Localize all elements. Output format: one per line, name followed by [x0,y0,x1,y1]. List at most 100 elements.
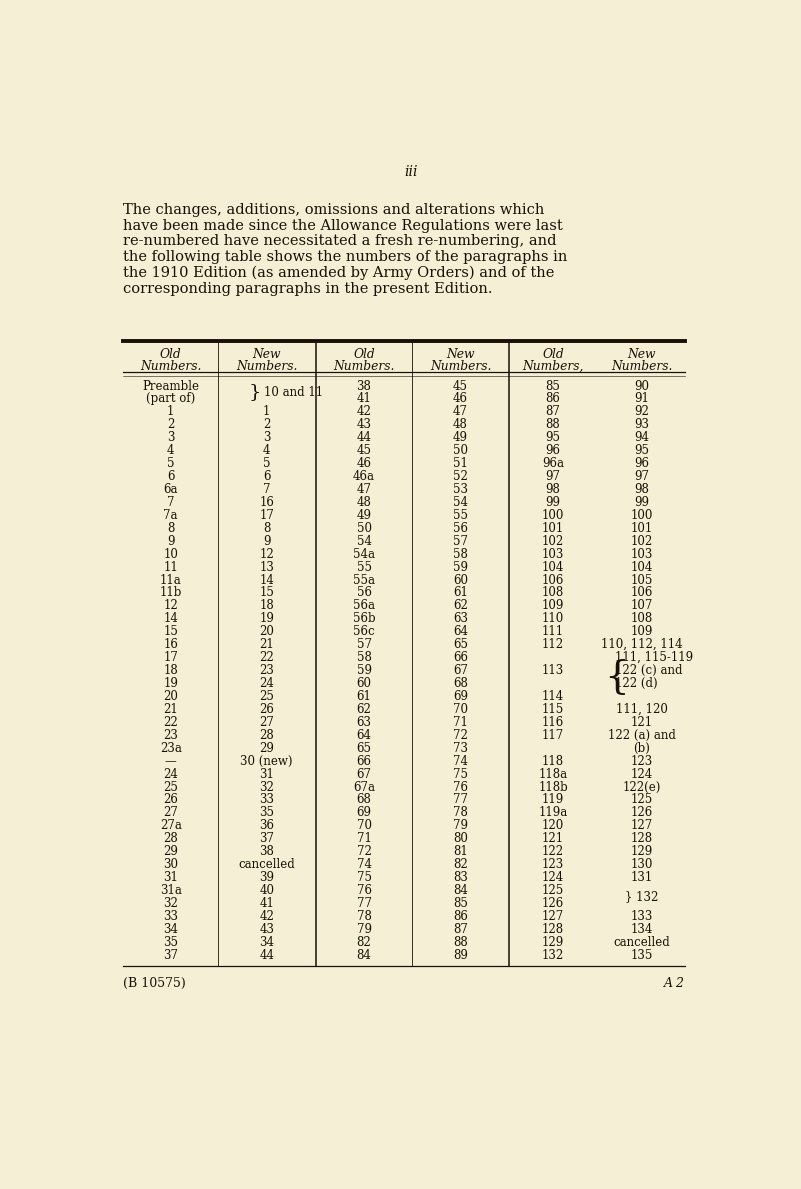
Text: 54a: 54a [353,548,375,561]
Text: 128: 128 [630,832,653,845]
Text: 37: 37 [163,949,178,962]
Text: 111, 115-119: 111, 115-119 [614,652,693,665]
Text: 123: 123 [630,755,653,768]
Text: 25: 25 [163,780,178,793]
Text: 76: 76 [356,883,372,897]
Text: 85: 85 [453,897,468,910]
Text: 122: 122 [542,845,564,858]
Text: 67: 67 [356,768,372,781]
Text: 68: 68 [356,793,372,806]
Text: 8: 8 [167,522,175,535]
Text: 4: 4 [263,445,271,458]
Text: 89: 89 [453,949,468,962]
Text: (b): (b) [633,742,650,755]
Text: 113: 113 [542,665,564,677]
Text: 125: 125 [542,883,564,897]
Text: 55: 55 [356,560,372,573]
Text: 101: 101 [630,522,653,535]
Text: 45: 45 [356,445,372,458]
Text: 22: 22 [260,652,274,665]
Text: 56b: 56b [352,612,376,625]
Text: 63: 63 [453,612,468,625]
Text: 123: 123 [542,858,564,872]
Text: 90: 90 [634,379,649,392]
Text: 28: 28 [163,832,178,845]
Text: 33: 33 [163,910,178,923]
Text: New: New [446,348,475,361]
Text: 70: 70 [453,703,468,716]
Text: 44: 44 [356,432,372,445]
Text: 6a: 6a [163,483,178,496]
Text: 77: 77 [453,793,468,806]
Text: 43: 43 [260,923,274,936]
Text: 74: 74 [356,858,372,872]
Text: 64: 64 [453,625,468,638]
Text: 102: 102 [630,535,653,548]
Text: 24: 24 [163,768,178,781]
Text: 55a: 55a [353,573,375,586]
Text: 29: 29 [260,742,274,755]
Text: 48: 48 [453,419,468,432]
Text: 77: 77 [356,897,372,910]
Text: 132: 132 [542,949,564,962]
Text: 101: 101 [542,522,564,535]
Text: 32: 32 [163,897,178,910]
Text: 42: 42 [260,910,274,923]
Text: 111, 120: 111, 120 [615,703,667,716]
Text: 10 and 11: 10 and 11 [264,386,323,400]
Text: 67a: 67a [353,780,375,793]
Text: 71: 71 [356,832,372,845]
Text: 17: 17 [163,652,178,665]
Text: 25: 25 [260,690,274,703]
Text: 110, 112, 114: 110, 112, 114 [601,638,682,652]
Text: 76: 76 [453,780,468,793]
Text: 116: 116 [542,716,564,729]
Text: 126: 126 [542,897,564,910]
Text: 87: 87 [545,405,561,419]
Text: 56c: 56c [353,625,375,638]
Text: 12: 12 [260,548,274,561]
Text: corresponding paragraphs in the present Edition.: corresponding paragraphs in the present … [123,282,493,296]
Text: 99: 99 [634,496,649,509]
Text: 88: 88 [545,419,561,432]
Text: 130: 130 [630,858,653,872]
Text: 46a: 46a [353,470,375,483]
Text: A 2: A 2 [664,976,685,989]
Text: 35: 35 [163,936,178,949]
Text: 129: 129 [630,845,653,858]
Text: cancelled: cancelled [239,858,295,872]
Text: 26: 26 [260,703,274,716]
Text: 96a: 96a [542,457,564,470]
Text: 75: 75 [356,872,372,885]
Text: 11a: 11a [159,573,182,586]
Text: Numbers.: Numbers. [430,360,491,373]
Text: 102: 102 [542,535,564,548]
Text: 48: 48 [356,496,372,509]
Text: 86: 86 [545,392,561,405]
Text: 50: 50 [356,522,372,535]
Text: 34: 34 [163,923,178,936]
Text: 31: 31 [260,768,274,781]
Text: 126: 126 [630,806,653,819]
Text: 59: 59 [453,560,468,573]
Text: 88: 88 [453,936,468,949]
Text: 135: 135 [630,949,653,962]
Text: 43: 43 [356,419,372,432]
Text: 20: 20 [260,625,274,638]
Text: 117: 117 [542,729,564,742]
Text: Numbers,: Numbers, [522,360,584,373]
Text: 67: 67 [453,665,468,677]
Text: 54: 54 [356,535,372,548]
Text: 46: 46 [453,392,468,405]
Text: 57: 57 [356,638,372,652]
Text: 118b: 118b [538,780,568,793]
Text: 84: 84 [453,883,468,897]
Text: 46: 46 [356,457,372,470]
Text: 70: 70 [356,819,372,832]
Text: 60: 60 [453,573,468,586]
Text: 2: 2 [263,419,271,432]
Text: 49: 49 [356,509,372,522]
Text: 7a: 7a [163,509,178,522]
Text: 14: 14 [260,573,274,586]
Text: Old: Old [159,348,182,361]
